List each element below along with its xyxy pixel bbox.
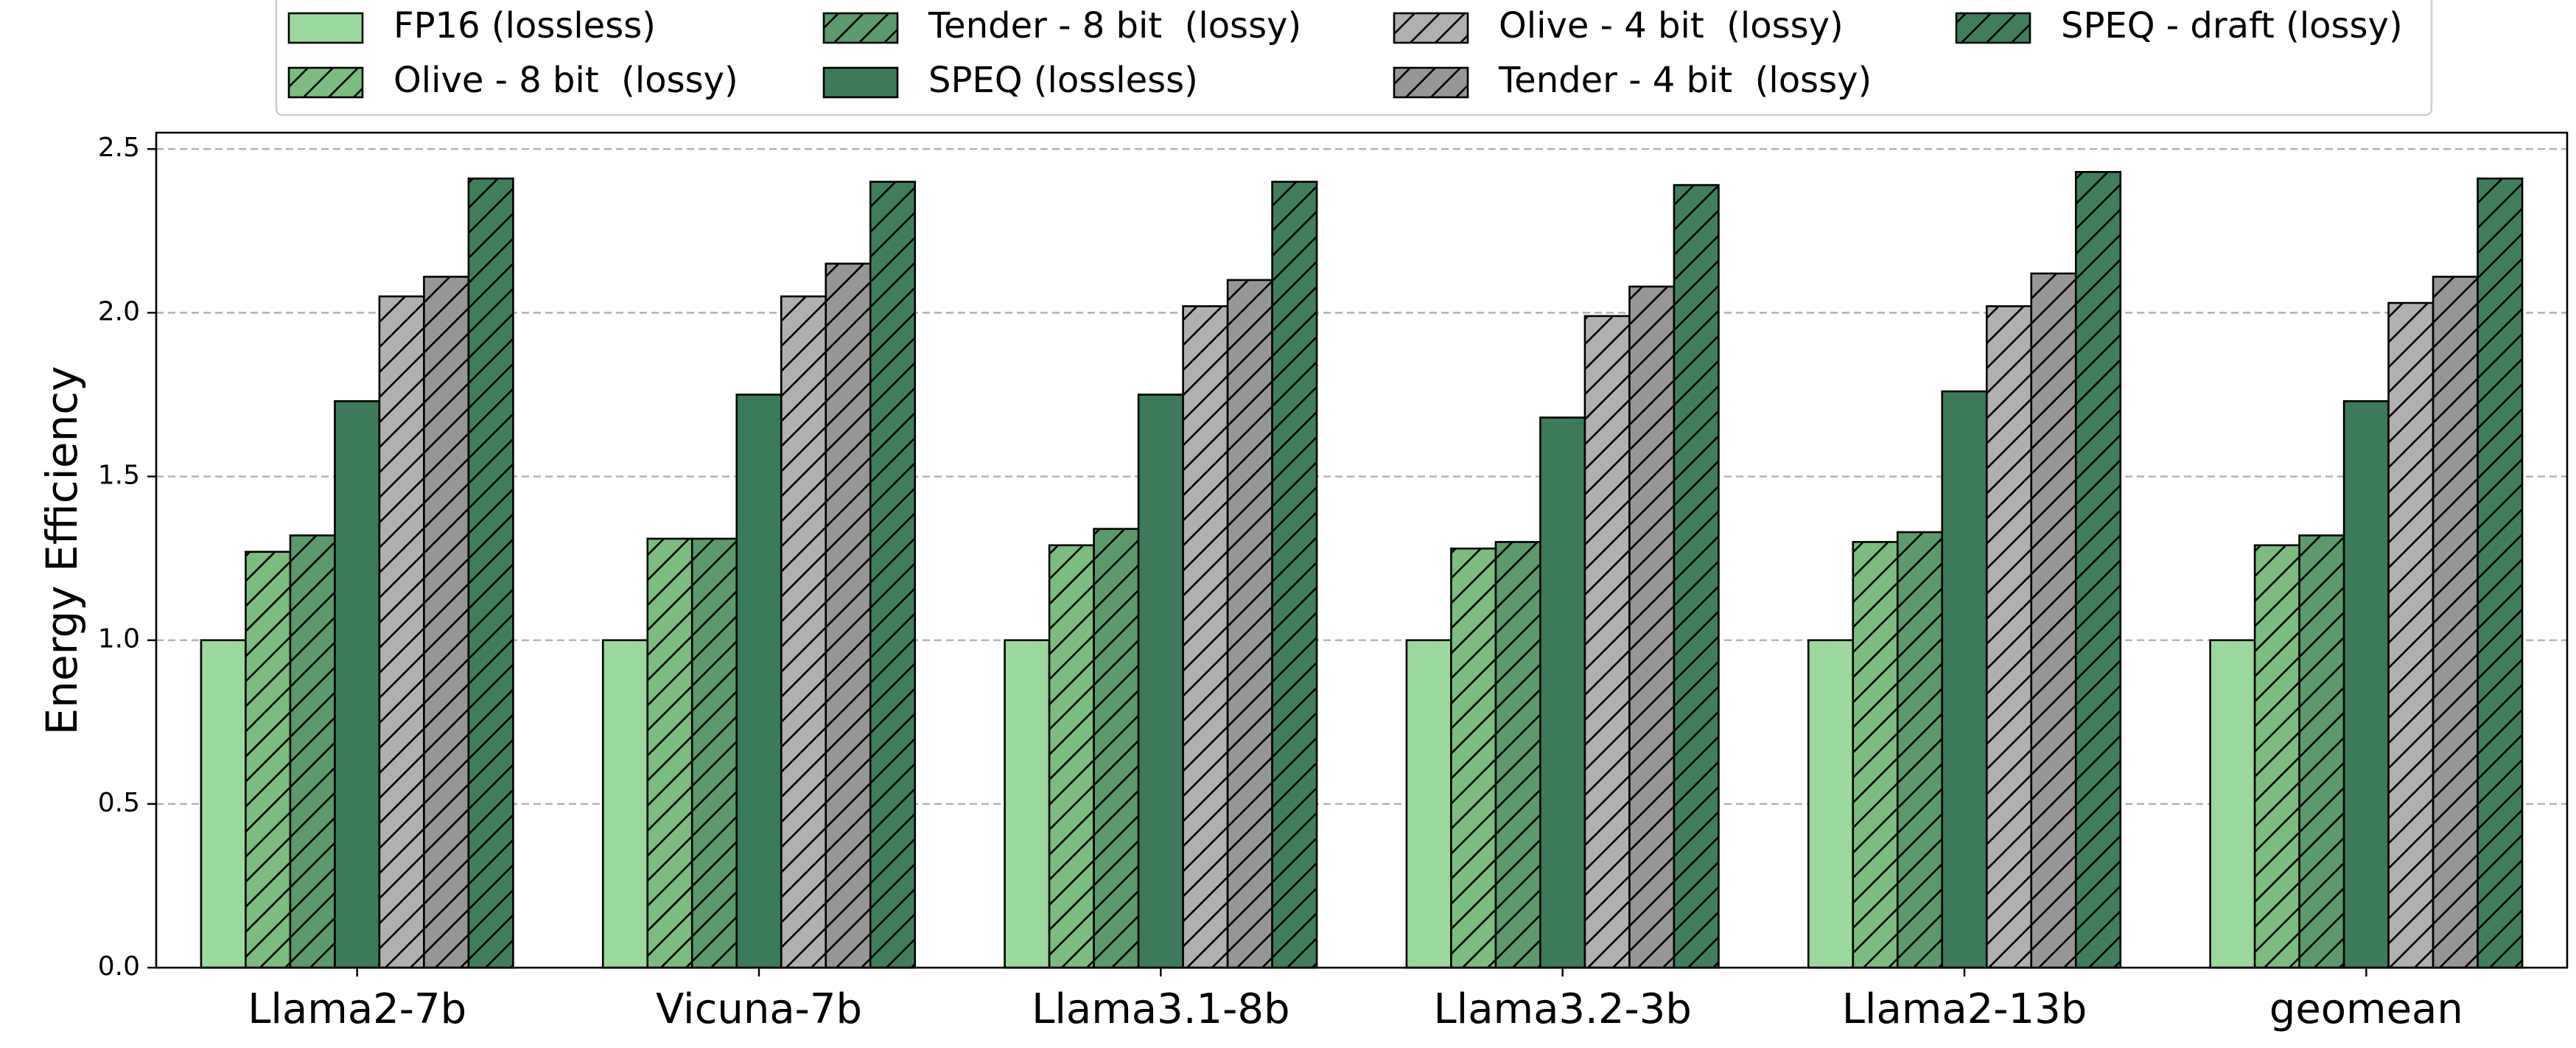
bar: [1138, 394, 1183, 968]
bar: [2210, 640, 2255, 968]
x-axis: Llama2-7b Vicuna-7b Llama3.1-8b Llama3.2-3b…: [248, 968, 2463, 1033]
y-tick-label: 2.0: [98, 296, 140, 326]
bar: [603, 640, 648, 968]
y-tick-label: 2.5: [98, 133, 140, 163]
y-axis: 0.0 0.5 1.0 1.5 2.0 2.5: [98, 133, 156, 982]
bar: [335, 401, 379, 968]
bar-hatch: [2255, 545, 2300, 968]
bar-hatch: [379, 296, 424, 968]
legend-swatch-outline: [822, 12, 899, 44]
bar-hatch: [245, 551, 290, 968]
bar-hatch: [1049, 545, 1094, 968]
bar-hatch: [1673, 185, 1719, 968]
bar-hatch: [1451, 548, 1496, 968]
legend-label: SPEQ - draft (lossy): [2061, 5, 2403, 46]
y-grid: [156, 148, 2567, 806]
bar-hatch: [424, 276, 469, 968]
bar-hatch: [1629, 286, 1674, 968]
legend-swatch-hatch: [1394, 13, 1468, 43]
bar-hatch: [1852, 542, 1898, 968]
bar-hatch: [2477, 178, 2523, 968]
y-axis-label: Energy Efficiency: [37, 366, 87, 736]
bar-hatch: [2433, 276, 2478, 968]
legend-swatch-hatch: [289, 68, 363, 97]
legend: FP16 (lossless) Tender - 8 bit (lossy) Oli…: [275, 0, 2433, 116]
bar-hatch: [870, 181, 915, 968]
bar-hatch: [290, 535, 335, 968]
legend-swatch-hatch: [1956, 13, 2030, 43]
plot-frame: [155, 131, 2569, 969]
legend-swatch-outline: [287, 12, 364, 44]
bar-hatch: [2031, 273, 2076, 968]
legend-swatch-outline: [1393, 12, 1469, 44]
bar-hatch: [1987, 306, 2031, 968]
bar-hatch: [1183, 306, 1228, 968]
bars: [200, 171, 2524, 969]
legend-label: Olive - 8 bit (lossy): [393, 60, 738, 101]
legend-label: Tender - 4 bit (lossy): [1498, 60, 1872, 101]
legend-swatch-outline: [822, 66, 899, 99]
bar-hatch: [781, 296, 826, 968]
y-tick-label: 0.5: [98, 788, 140, 818]
bar-hatch: [2299, 535, 2345, 968]
bar-hatch: [2388, 303, 2434, 968]
legend-swatch-hatch: [824, 13, 897, 43]
legend-swatch-outline: [1393, 66, 1469, 99]
bar: [2344, 401, 2389, 968]
bar: [1406, 640, 1452, 968]
legend-swatch: [289, 13, 363, 43]
legend-label: SPEQ (lossless): [928, 60, 1198, 101]
bar: [1942, 391, 1987, 968]
y-tick-label: 1.5: [98, 461, 140, 491]
x-tick-label: Llama2-13b: [1842, 985, 2087, 1033]
bar-hatch: [1584, 315, 1630, 968]
bar-hatch: [1093, 528, 1139, 968]
bar-hatch: [692, 538, 737, 968]
x-tick-label: Llama3.1-8b: [1032, 985, 1289, 1033]
x-tick-label: geomean: [2269, 985, 2463, 1033]
bar-hatch: [647, 538, 693, 968]
legend-swatch-outline: [287, 66, 364, 99]
bar: [1540, 417, 1585, 968]
legend-frame: [275, 0, 2433, 116]
bar: [1808, 640, 1853, 968]
bar-hatch: [1897, 532, 1942, 968]
x-tick-label: Llama2-7b: [248, 985, 466, 1033]
x-tick-label: Vicuna-7b: [656, 985, 862, 1033]
bar: [736, 394, 782, 968]
bar-hatch: [825, 263, 871, 968]
legend-swatch: [824, 68, 897, 97]
legend-label: Tender - 8 bit (lossy): [928, 5, 1301, 46]
bar-hatch: [1228, 279, 1273, 968]
y-tick-label: 1.0: [98, 624, 140, 654]
bar-hatch: [468, 178, 514, 968]
x-tick-label: Llama3.2-3b: [1433, 985, 1691, 1033]
bar: [200, 640, 246, 968]
bar: [1004, 640, 1050, 968]
legend-swatch-hatch: [1394, 68, 1468, 97]
bar-hatch: [1272, 181, 1317, 968]
bar-hatch: [1495, 542, 1541, 968]
bar-hatch: [2076, 172, 2121, 968]
legend-swatch-outline: [1955, 12, 2031, 44]
legend-label: Olive - 4 bit (lossy): [1499, 5, 1844, 46]
legend-label: FP16 (lossless): [393, 5, 656, 46]
y-tick-label: 0.0: [98, 951, 140, 982]
